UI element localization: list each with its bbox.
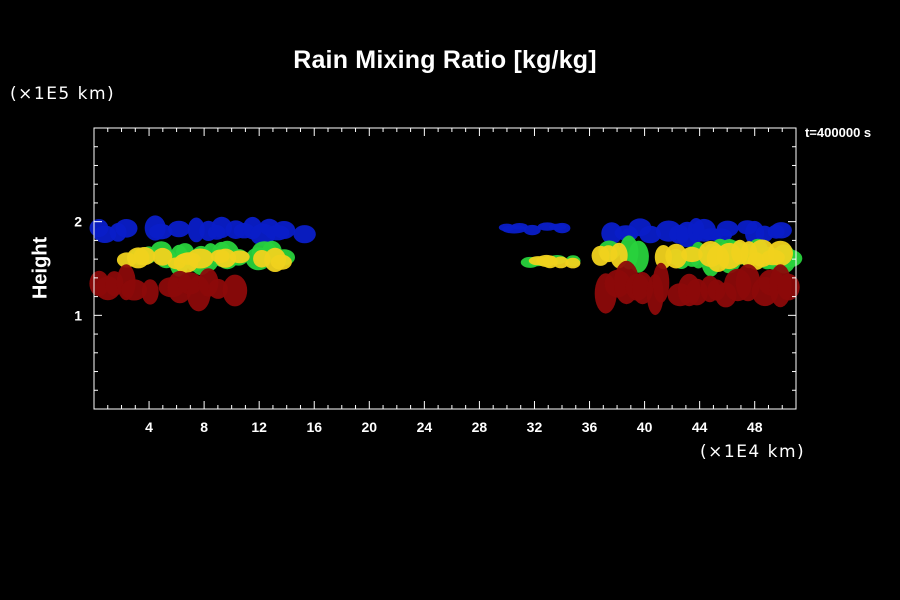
rain-cell [639, 225, 661, 244]
y-tick-label: 1 [74, 307, 82, 323]
rain-region-blue-1 [498, 222, 571, 236]
x-tick-label: 40 [637, 419, 653, 435]
rain-cell [511, 223, 528, 230]
rain-region-red-10 [594, 260, 800, 316]
chart-title: Rain Mixing Ratio [kg/kg] [293, 46, 597, 74]
x-tick-label: 44 [692, 419, 708, 435]
axis-ticks [94, 128, 796, 409]
rain-cell [133, 247, 156, 266]
rain-cell [167, 220, 190, 238]
rain-cell [777, 273, 800, 301]
rain-cell [214, 248, 237, 268]
rain-cell [716, 220, 739, 237]
rain-cell [553, 222, 571, 234]
time-label: t=400000 s [805, 125, 872, 140]
rain-cell [553, 256, 569, 269]
rain-cell [272, 221, 296, 239]
rain-region-blue-0 [89, 215, 316, 246]
x-tick-label: 48 [747, 419, 763, 435]
rain-cell [681, 246, 703, 263]
rain-cell [767, 240, 794, 267]
rain-cell [229, 250, 250, 264]
x-tick-label: 28 [472, 419, 488, 435]
rain-region-blue-2 [601, 218, 792, 248]
rain-field-layer [89, 215, 803, 316]
rain-cell [652, 262, 670, 303]
rain-cell [115, 219, 138, 238]
x-axis-multiplier: (×1E4 km) [700, 442, 806, 462]
x-tick-label: 32 [527, 419, 543, 435]
plot-frame [93, 127, 797, 410]
rain-cell [770, 222, 792, 239]
x-tick-label: 16 [306, 419, 322, 435]
rain-region-yellow-6 [528, 254, 581, 269]
rain-cell [523, 224, 541, 236]
rain-cell [293, 225, 316, 244]
x-tick-label: 24 [417, 419, 433, 435]
rain-region-yellow-4 [116, 247, 292, 273]
y-axis-multiplier: (×1E5 km) [10, 84, 116, 104]
x-tick-label: 36 [582, 419, 598, 435]
x-tick-label: 4 [145, 419, 153, 435]
rain-cell [665, 243, 688, 269]
rain-cell [565, 257, 581, 269]
rain-cell [121, 279, 147, 301]
rain-region-red-9 [89, 264, 248, 312]
x-tick-label: 20 [362, 419, 378, 435]
rain-cell [222, 274, 248, 307]
rain-cell [152, 247, 173, 266]
rain-cell [141, 279, 159, 305]
rain-cell [270, 254, 292, 270]
rain-cell [149, 223, 173, 240]
x-tick-label: 12 [251, 419, 267, 435]
rain-cell [186, 248, 214, 269]
rain-cell [601, 222, 623, 245]
y-tick-label: 2 [74, 214, 82, 230]
x-tick-label: 8 [200, 419, 208, 435]
